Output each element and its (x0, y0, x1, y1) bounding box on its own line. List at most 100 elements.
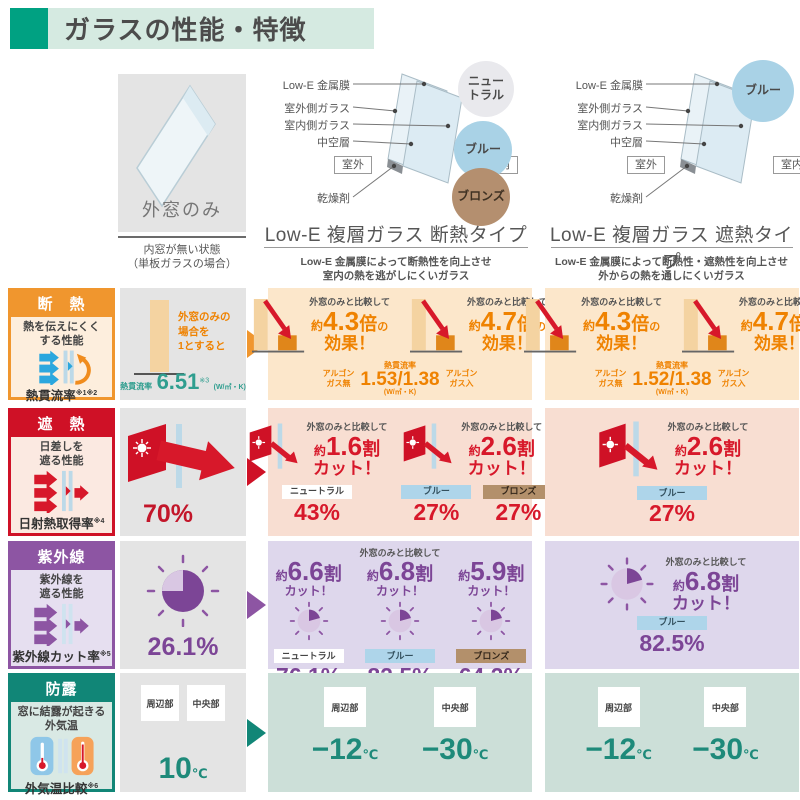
label-indoor-glass: 室内側ガラス (284, 120, 350, 132)
row-desc: 熱を伝えにくく する性能 (23, 320, 100, 349)
tail: の (649, 321, 661, 333)
label-outdoor-glass: 室外側ガラス (577, 103, 643, 115)
thermal-values: アルゴン ガス無 熱貫流率 1.53/1.38 (W/㎡・K) アルゴン ガス入 (268, 362, 532, 397)
chip-perimeter: 周辺部 (597, 687, 640, 727)
argon-with: アルゴン ガス入 (718, 369, 750, 388)
value: 6.8 (378, 556, 416, 586)
u-value-numbers: 1.53/1.38 (360, 369, 440, 390)
row-header: 断 熱 (11, 291, 112, 317)
row-shading: 遮 熱 日差しを 遮る性能 (0, 408, 800, 536)
outer-note-line2: （単板ガラスの場合） (127, 258, 237, 271)
uv-pie-sun-icon (289, 602, 328, 641)
outer-window-rule (118, 236, 246, 238)
position-chips: 周辺部 中央部 (120, 685, 246, 721)
approx: 約 (740, 319, 753, 333)
temp-unit: ℃ (636, 747, 652, 762)
effect-word: 効果！ (753, 334, 800, 354)
cut-value: 約5.9割 (451, 557, 532, 585)
approx: 約 (275, 569, 288, 583)
cut-word: カット！ (375, 584, 424, 599)
pct-value: 43% (293, 498, 341, 525)
baseline-bar-chart (134, 300, 184, 375)
u-value-label: 熱貫流率 (656, 361, 688, 370)
cell-insulation-type-r2: 外窓のみと比較して 約1.6割 カット！ ニュートラル 43% (249, 408, 554, 536)
value: 4.7 (480, 306, 517, 336)
cell-shading-type-r2: 外窓のみと比較して 約2.6割 カット！ ブルー 27% (545, 408, 799, 536)
u-values: 熱貫流率 1.52/1.38 (W/㎡・K) (632, 361, 712, 397)
sun-cut-icon (404, 423, 452, 469)
approx: 約 (468, 444, 481, 458)
gas-line2: ガス無 (326, 379, 351, 388)
cut-word: カット！ (467, 584, 516, 599)
pct-value: 27% (648, 499, 695, 526)
note-line2: 場合を (178, 325, 210, 338)
gas-line1: アルゴン (445, 369, 478, 379)
suffix: 割 (506, 564, 525, 584)
outer-window-panel: 外窓のみ (118, 74, 246, 232)
chip-center: 中央部 (704, 687, 747, 727)
effect-text: 外窓のみと比較して 約4.7倍の 効果！ (467, 295, 548, 357)
label-outdoor-box: 室外 (334, 156, 372, 175)
swatch-neutral-line1: ニュー (467, 74, 504, 89)
brand-accent-square (10, 8, 48, 49)
outer-window-title: 外窓のみ (142, 200, 222, 220)
value-number: 6.51 (156, 369, 200, 394)
suffix: 倍 (359, 314, 378, 334)
chip-perimeter: 周辺部 (323, 687, 366, 727)
cell-baseline-insulation: 外窓のみの 場合を 1とすると 熱貫流率 6.51※3 (W/㎡・K) (120, 288, 246, 400)
swatch-result: ブルー 82.5% (545, 615, 799, 656)
u-value-unit: (W/㎡・K) (383, 389, 417, 396)
effect-bars-icon (410, 299, 463, 353)
u-value-numbers: 1.52/1.38 (632, 369, 712, 390)
metric-sup: ※1※2 (75, 389, 98, 397)
value-unit: (W/㎡・K) (213, 384, 246, 391)
effect-bars-icon (524, 299, 577, 353)
uv-item: 外窓のみと比較して 約6.8割 カット！ (545, 541, 799, 614)
approx: 約 (458, 569, 471, 583)
chip-blue: ブルー (401, 484, 472, 499)
swatch-results: ニュートラル 43% (247, 484, 388, 525)
metric-label: 日射熱取得率 (18, 516, 94, 531)
uv-item: 約6.8割 カット！ ブルー 82.5% (359, 556, 440, 690)
chip-bronze: ブロンズ (483, 484, 554, 499)
chip-blue: ブルー (636, 486, 707, 500)
sun-block-arrows-icon (33, 470, 89, 513)
effect-item: 外窓のみと比較して 約4.7倍の 効果！ (682, 295, 800, 357)
baseline-temperature: 10℃ (120, 754, 246, 784)
temperature-value: −30℃ (692, 735, 759, 765)
swatch-blue-label: ブルー (464, 142, 501, 157)
gas-line1: アルゴン (594, 369, 627, 379)
row-uv: 紫外線 紫外線を 遮る性能 (0, 541, 800, 689)
row-desc: 紫外線を 遮る性能 (40, 573, 84, 602)
insulation-arrows-icon (38, 350, 91, 385)
temp-number: −30 (692, 733, 743, 766)
insulation-icon-wrap (31, 349, 93, 385)
label-lowe-film: Low-E 金属膜 (575, 80, 643, 92)
label-desiccant: 乾燥剤 (317, 193, 350, 205)
row-desc-line1: 熱を伝えにくく (23, 321, 100, 333)
cut-item: 外窓のみと比較して 約1.6割 カット！ ニュートラル 43% (247, 420, 388, 525)
value-sup: ※3 (199, 377, 210, 385)
approx: 約 (366, 569, 379, 583)
row-desc: 日差しを 遮る性能 (40, 440, 84, 469)
swatch-neutral-line2: トラル (467, 88, 504, 102)
desc-line2: 室内の熱を逃がしにくいガラス (322, 270, 470, 283)
thermometers-icon (29, 736, 94, 775)
row-desc-line1: 窓に結露が起きる (17, 706, 106, 718)
suffix: 割 (362, 439, 381, 459)
temperature-items: 周辺部 −12℃ 中央部 −30℃ (268, 673, 532, 765)
swatch-bronze-label: ブロンズ (457, 189, 505, 204)
label-lowe-film: Low-E 金属膜 (282, 80, 350, 92)
gas-line2: ガス入 (449, 379, 474, 388)
cut-text: 外窓のみと比較して 約6.8割 カット！ (666, 555, 747, 614)
temp-number: 10 (158, 752, 192, 785)
baseline-value: 熱貫流率 6.51※3 (W/㎡・K) (120, 369, 246, 395)
suffix: 割 (723, 439, 742, 459)
cut-value: 約2.6割 (461, 432, 542, 460)
cut-word: カット！ (673, 459, 742, 479)
baseline-value: 70% (142, 500, 194, 528)
uv-item: 約6.6割 カット！ ニュートラル 76.1% (268, 557, 349, 690)
label-outdoor-box: 室外 (627, 156, 665, 175)
swatch-result: ニュートラル 43% (282, 484, 352, 525)
effect-value: 約4.3倍の (309, 307, 390, 335)
